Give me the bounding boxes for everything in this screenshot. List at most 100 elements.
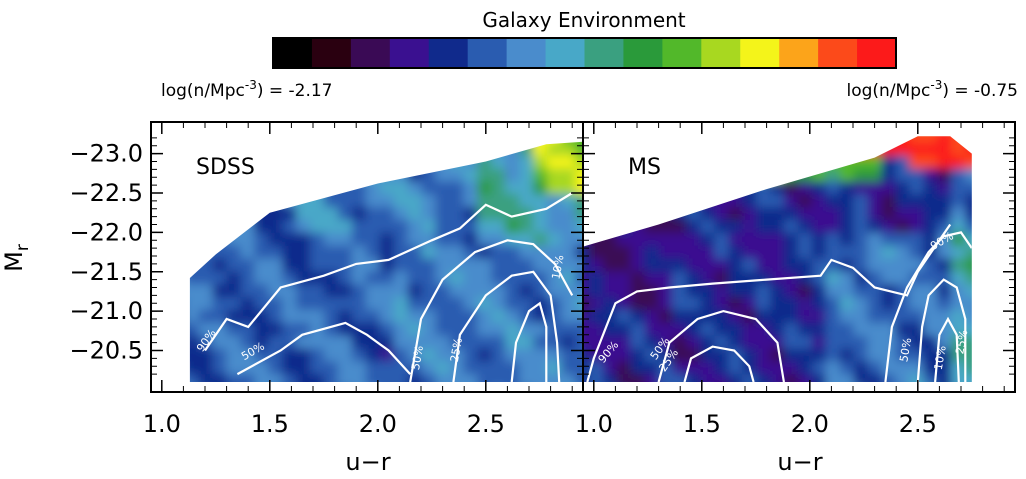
heatmap-cell (226, 141, 244, 156)
heatmap-cell (491, 294, 509, 310)
heatmap-cell (407, 153, 425, 169)
heatmap-cell (770, 243, 787, 259)
heatmap-cell (310, 307, 327, 323)
heatmap-cell (157, 205, 174, 220)
contour-line (586, 223, 952, 382)
heatmap-cell (909, 140, 927, 156)
heatmap-cell (714, 136, 732, 143)
heatmap-cell (881, 204, 899, 220)
heatmap-cell (895, 346, 913, 362)
heatmap-cell (602, 346, 620, 362)
heatmap-cell (616, 178, 634, 195)
heatmap-cell (157, 218, 174, 233)
heatmap-cell (310, 230, 327, 246)
heatmap-cell (867, 320, 885, 336)
heatmap-cell (937, 166, 955, 182)
heatmap-cell (742, 281, 759, 298)
heatmap-cell (839, 178, 857, 195)
heatmap-cell (742, 243, 759, 259)
heatmap-cell (519, 153, 537, 169)
heatmap-cell (254, 153, 272, 169)
heatmap-cell (212, 230, 230, 246)
heatmap-cell (351, 268, 369, 285)
heatmap-cell (171, 205, 188, 220)
heatmap-cell (324, 268, 341, 285)
heatmap-cell (979, 295, 996, 310)
heatmap-cell (351, 230, 369, 246)
heatmap-cell (212, 204, 230, 220)
heatmap-cell (435, 141, 453, 143)
heatmap-cell (630, 243, 648, 259)
heatmap-cell (714, 281, 732, 298)
heatmap-cell (240, 371, 258, 382)
heatmap-cell (770, 320, 787, 336)
heatmap-cell (407, 191, 425, 208)
heatmap-cell (198, 346, 216, 362)
heatmap-cell (672, 358, 690, 375)
heatmap-cell (797, 191, 815, 208)
heatmap-cell (811, 320, 829, 336)
heatmap-cell (583, 243, 592, 259)
heatmap-cell (463, 358, 481, 375)
heatmap-cell (393, 153, 411, 169)
heatmap-cell (351, 191, 369, 208)
heatmap-cell (616, 217, 634, 233)
heatmap-cell (909, 204, 927, 220)
x-tick-label: 2.0 (791, 410, 829, 438)
heatmap-cell (937, 346, 955, 362)
heatmap-cell (254, 178, 272, 195)
heatmap-cell (296, 141, 314, 156)
heatmap-cell (240, 141, 258, 143)
heatmap-cell (310, 346, 327, 362)
heatmap-cell (951, 178, 969, 195)
heatmap-cell (393, 141, 411, 156)
colorbar-max-label: log(n/Mpc-3) = -0.75 (847, 78, 1019, 101)
x-axis-label-ms: u−r (777, 448, 822, 476)
heatmap-cell (338, 153, 355, 169)
heatmap-cell (700, 166, 718, 182)
heatmap-cell (839, 358, 857, 375)
heatmap-cell (583, 333, 592, 349)
x-tick-label: 1.5 (251, 410, 289, 438)
heatmap-cell (923, 320, 941, 336)
heatmap-cell (226, 268, 244, 285)
heatmap-cell (797, 358, 815, 375)
y-tick-label: −21.0 (69, 297, 143, 325)
heatmap-cell (965, 281, 972, 298)
heatmap-cell (700, 333, 718, 349)
heatmap-cell (505, 294, 523, 310)
heatmap-cell (797, 281, 815, 298)
heatmap-cell (937, 333, 955, 349)
heatmap-cell (574, 371, 583, 382)
heatmap-cell (519, 358, 537, 375)
colorbar-min-label: log(n/Mpc-3) = -2.17 (161, 78, 333, 101)
heatmap-cell (951, 256, 969, 272)
heatmap-cell (365, 307, 383, 323)
heatmap-cell (435, 320, 453, 336)
heatmap-cell (686, 153, 704, 169)
heatmap-cell (491, 307, 509, 323)
heatmap-cell (700, 268, 718, 285)
heatmap-cell (310, 141, 327, 143)
heatmap-cell (728, 136, 746, 143)
heatmap-cell (965, 294, 972, 310)
heatmap-cell (240, 178, 258, 195)
heatmap-cell (853, 294, 871, 310)
heatmap-cell (881, 294, 899, 310)
heatmap-cell (658, 320, 676, 336)
heatmap-cell (951, 268, 969, 285)
heatmap-cell (756, 256, 773, 272)
heatmap-cell (198, 281, 216, 298)
heatmap-cell (477, 141, 495, 156)
heatmap-cell (895, 371, 913, 382)
heatmap-cell (909, 358, 927, 375)
heatmap-cell (644, 307, 662, 323)
heatmap-cell (240, 191, 258, 208)
heatmap-cell (881, 153, 899, 169)
heatmap-cell (296, 358, 314, 375)
heatmap-cell (686, 191, 704, 208)
heatmap-cell (519, 333, 537, 349)
heatmap-cell (700, 191, 718, 208)
heatmap-cell (324, 141, 341, 143)
heatmap-cell (477, 307, 495, 323)
